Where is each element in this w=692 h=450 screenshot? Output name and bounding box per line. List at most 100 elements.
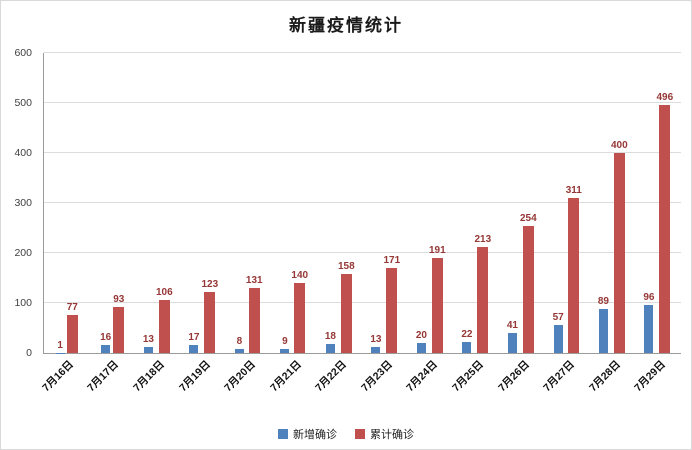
bar-wrap: 158: [338, 53, 355, 353]
x-tick-label: 7月29日: [632, 358, 669, 395]
x-tick-label: 7月25日: [450, 358, 486, 395]
bar-group: 20 191: [408, 53, 454, 353]
bar-wrap: 22: [461, 53, 472, 353]
x-tick-label: 7月23日: [358, 358, 395, 395]
y-tick-label: 500: [14, 97, 32, 109]
bar-total-cases: [294, 283, 306, 353]
bar-value-label: 77: [66, 301, 78, 313]
bar-new-cases: [101, 345, 111, 353]
bar-value-label: 89: [597, 295, 609, 307]
x-tick-label: 7月16日: [39, 358, 76, 395]
y-tick-label: 600: [14, 47, 32, 59]
bar-wrap: 131: [246, 53, 263, 353]
bar-wrap: 254: [520, 53, 537, 353]
bar-wrap: 18: [325, 53, 336, 353]
bar-group: 8 131: [226, 53, 272, 353]
x-tick-label: 7月24日: [404, 358, 441, 395]
bar-wrap: 93: [113, 53, 124, 353]
bar-wrap: 123: [201, 53, 218, 353]
bar-new-cases: [462, 342, 472, 353]
bar-value-label: 140: [291, 270, 309, 281]
x-tick-label: 7月19日: [176, 358, 213, 395]
y-axis: 0 100 200 300 400 500 600: [1, 47, 39, 359]
bar-group: 1 77: [44, 53, 90, 353]
bar-group: 57 311: [545, 53, 591, 353]
x-tick-label: 7月26日: [495, 358, 532, 395]
y-tick-label: 200: [14, 247, 32, 260]
bar-new-cases: [280, 348, 290, 353]
bar-wrap: 140: [291, 53, 308, 353]
bar-new-cases: [416, 343, 426, 353]
bar-new-cases: [189, 344, 199, 353]
bar-wrap: 17: [188, 53, 199, 353]
plot-area: 1 77 16 93 13 106 17 123 8 131 9 140 18 158 13 171 20 191…: [43, 52, 681, 354]
y-tick-label: 0: [26, 347, 32, 359]
bar-group: 89 400: [590, 53, 636, 353]
x-tick-label: 7月22日: [313, 358, 350, 395]
bar-new-cases: [598, 308, 608, 353]
gridline: [44, 202, 681, 203]
gridline: [44, 302, 681, 303]
legend-item-new-cases: 新增确诊: [278, 426, 337, 442]
legend-item-total-cases: 累计确诊: [355, 426, 414, 442]
bar-wrap: 89: [598, 53, 609, 353]
x-tick-label: 7月27日: [541, 358, 577, 395]
bar-wrap: 496: [656, 53, 673, 353]
bar-value-label: 311: [565, 184, 582, 196]
x-axis: 7月16日 7月17日 7月18日 7月19日 7月20日 7月21日 7月22日 7月23日…: [40, 354, 681, 408]
legend-label-new-cases: 新增确诊: [293, 429, 337, 441]
bar-total-cases: [66, 314, 78, 353]
bar-total-cases: [477, 246, 489, 353]
bar-wrap: 9: [280, 53, 290, 353]
bar-value-label: 123: [201, 278, 219, 290]
bar-group: 9 140: [272, 53, 318, 353]
bar-group: 22 213: [454, 53, 500, 353]
bar-value-label: 18: [324, 331, 336, 342]
bar-total-cases: [659, 105, 671, 353]
bar-total-cases: [386, 267, 398, 353]
bar-wrap: 13: [370, 53, 381, 353]
bar-value-label: 106: [155, 287, 173, 298]
bar-group: 13 106: [135, 53, 181, 353]
bar-value-label: 191: [428, 244, 446, 256]
bar-total-cases: [248, 287, 260, 353]
bar-wrap: 213: [474, 53, 491, 353]
bar-wrap: 311: [566, 53, 582, 353]
x-tick-label: 7月17日: [85, 358, 122, 395]
bar-group: 16 93: [90, 53, 136, 353]
bar-group: 17 123: [181, 53, 227, 353]
gridline: [44, 102, 681, 103]
bar-total-cases: [431, 257, 443, 353]
x-tick-label: 7月18日: [131, 358, 167, 395]
bar-new-cases: [507, 332, 517, 353]
bar-total-cases: [340, 274, 352, 353]
bar-value-label: 9: [282, 335, 288, 347]
gridline: [44, 252, 681, 253]
bar-wrap: 106: [156, 53, 173, 353]
bar-value-label: 13: [370, 333, 382, 345]
bar-total-cases: [613, 153, 625, 353]
bar-wrap: 77: [67, 53, 78, 353]
bar-value-label: 41: [506, 319, 518, 331]
bar-total-cases: [113, 306, 125, 353]
bar-value-label: 171: [383, 254, 401, 266]
bar-value-label: 22: [461, 329, 473, 340]
bar-new-cases: [325, 344, 335, 353]
bar-value-label: 20: [415, 330, 427, 341]
x-tick-label: 7月20日: [222, 358, 258, 395]
bar-group: 41 254: [499, 53, 545, 353]
x-tick-label: 7月28日: [586, 358, 623, 395]
bar-value-label: 13: [142, 333, 154, 345]
bar-wrap: 16: [100, 53, 111, 353]
bar-value-label: 496: [656, 92, 674, 103]
bar-wrap: 13: [143, 53, 154, 353]
legend-label-total-cases: 累计确诊: [370, 429, 414, 441]
bar-total-cases: [522, 226, 534, 353]
bar-wrap: 400: [611, 53, 628, 353]
bar-value-label: 131: [245, 274, 263, 286]
bar-total-cases: [158, 300, 170, 353]
bar-wrap: 41: [507, 53, 518, 353]
gridline: [44, 52, 681, 53]
y-tick-label: 400: [14, 147, 32, 160]
